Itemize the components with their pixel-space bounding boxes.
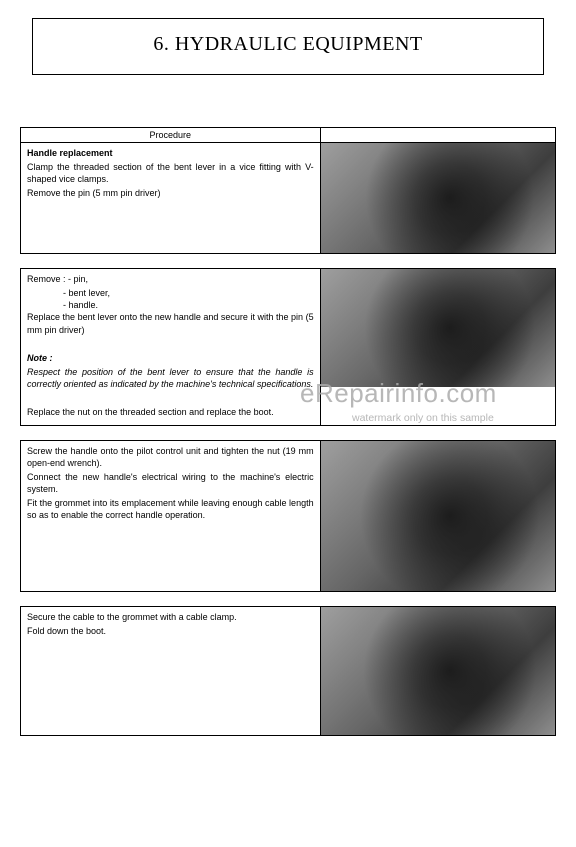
step-4-image-cell — [320, 606, 555, 735]
step-2-bullet-2: - handle. — [27, 299, 314, 311]
step-2-bullet-0: - pin, — [68, 274, 88, 284]
procedure-table-3: Screw the handle onto the pilot control … — [20, 440, 556, 592]
step-1-image-cell — [320, 143, 555, 254]
step-3-line-0: Screw the handle onto the pilot control … — [27, 445, 314, 469]
step-4-line-1: Fold down the boot. — [27, 625, 314, 637]
step-3-line-1: Connect the new handle's electrical wiri… — [27, 471, 314, 495]
step-2-image — [321, 269, 555, 387]
step-1-line-1: Remove the pin (5 mm pin driver) — [27, 187, 314, 199]
step-2-note-body: Respect the position of the bent lever t… — [27, 366, 314, 390]
procedure-table-2: Remove : - pin, - bent lever, - handle. … — [20, 268, 556, 426]
step-3-text: Screw the handle onto the pilot control … — [21, 440, 321, 591]
chapter-title-box: 6. HYDRAULIC EQUIPMENT — [32, 18, 544, 75]
step-2-line-0: Replace the bent lever onto the new hand… — [27, 311, 314, 335]
step-2-note-label: Note : — [27, 352, 314, 364]
step-4-text: Secure the cable to the grommet with a c… — [21, 606, 321, 735]
step-2-text: Remove : - pin, - bent lever, - handle. … — [21, 269, 321, 426]
step-1-image — [321, 143, 555, 253]
step-2-intro: Remove : — [27, 274, 66, 284]
chapter-title: 6. HYDRAULIC EQUIPMENT — [41, 33, 535, 56]
step-1-text: Handle replacement Clamp the threaded se… — [21, 143, 321, 254]
step-1-heading: Handle replacement — [27, 147, 314, 159]
procedure-header: Procedure — [21, 128, 321, 143]
step-3-image — [321, 441, 555, 591]
step-1-line-0: Clamp the threaded section of the bent l… — [27, 161, 314, 185]
step-4-image — [321, 607, 555, 735]
procedure-table-4: Secure the cable to the grommet with a c… — [20, 606, 556, 736]
step-2-image-cell — [320, 269, 555, 426]
step-3-line-2: Fit the grommet into its emplacement whi… — [27, 497, 314, 521]
step-2-after-note-0: Replace the nut on the threaded section … — [27, 406, 314, 418]
procedure-table-1: Procedure Handle replacement Clamp the t… — [20, 127, 556, 254]
step-2-bullet-1: - bent lever, — [27, 287, 314, 299]
step-4-line-0: Secure the cable to the grommet with a c… — [27, 611, 314, 623]
procedure-image-header — [320, 128, 555, 143]
step-3-image-cell — [320, 440, 555, 591]
